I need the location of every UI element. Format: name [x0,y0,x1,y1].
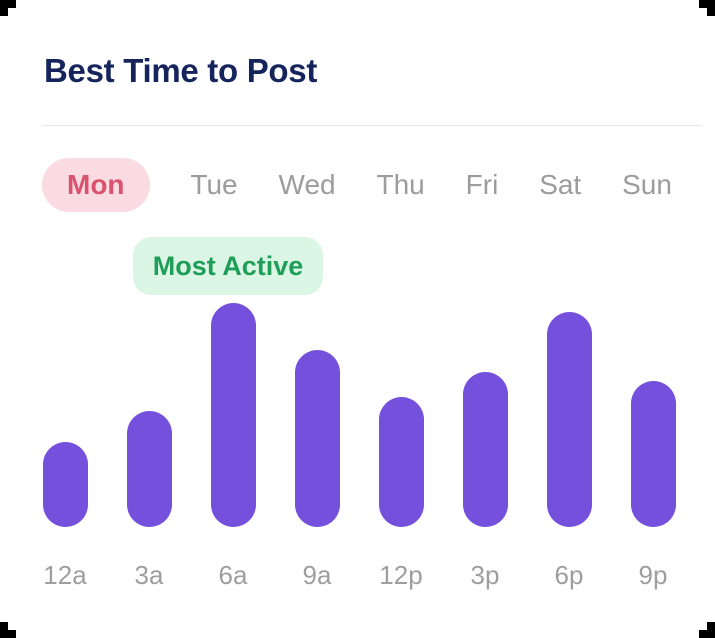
crop-mark-top-left-icon [0,0,16,16]
crop-mark-bottom-right-icon [699,622,715,638]
bar-12a [42,441,88,527]
hour-label-9p: 9p [638,560,668,590]
bar-column-3p [443,303,527,527]
bar-column-6p [527,303,611,527]
bar-3a [126,410,172,527]
bar-column-3a [107,303,191,527]
bar-column-12a [23,303,107,527]
page-title: Best Time to Post [44,52,318,89]
hour-label-3p: 3p [470,560,500,590]
hour-label-12a: 12a [43,560,87,590]
hour-label-9a: 9a [302,560,332,590]
activity-bar-chart [23,303,695,527]
tab-fri[interactable]: Fri [466,158,499,212]
bar-3p [462,372,508,527]
most-active-badge: Most Active [133,237,323,295]
hour-label-3a: 3a [134,560,164,590]
tab-sun[interactable]: Sun [622,158,672,212]
bar-column-9a [275,303,359,527]
tab-tue[interactable]: Tue [190,158,237,212]
crop-mark-top-right-icon [699,0,715,16]
bar-9a [294,350,340,527]
tab-wed[interactable]: Wed [279,158,336,212]
day-tabs: Mon Tue Wed Thu Fri Sat Sun [42,158,672,212]
tab-sat[interactable]: Sat [539,158,581,212]
hour-axis-labels: 12a 3a 6a 9a 12p 3p 6p 9p [23,560,695,591]
bar-column-12p [359,303,443,527]
tab-mon[interactable]: Mon [42,158,150,212]
bar-12p [378,397,424,527]
bar-column-6a [191,303,275,527]
bar-6a [210,303,256,527]
tab-thu[interactable]: Thu [377,158,425,212]
hour-label-12p: 12p [379,560,423,590]
bar-6p [546,311,592,527]
hour-label-6a: 6a [218,560,248,590]
crop-mark-bottom-left-icon [0,622,16,638]
bar-column-9p [611,303,695,527]
bar-9p [630,381,676,527]
divider [42,125,702,126]
hour-label-6p: 6p [554,560,584,590]
